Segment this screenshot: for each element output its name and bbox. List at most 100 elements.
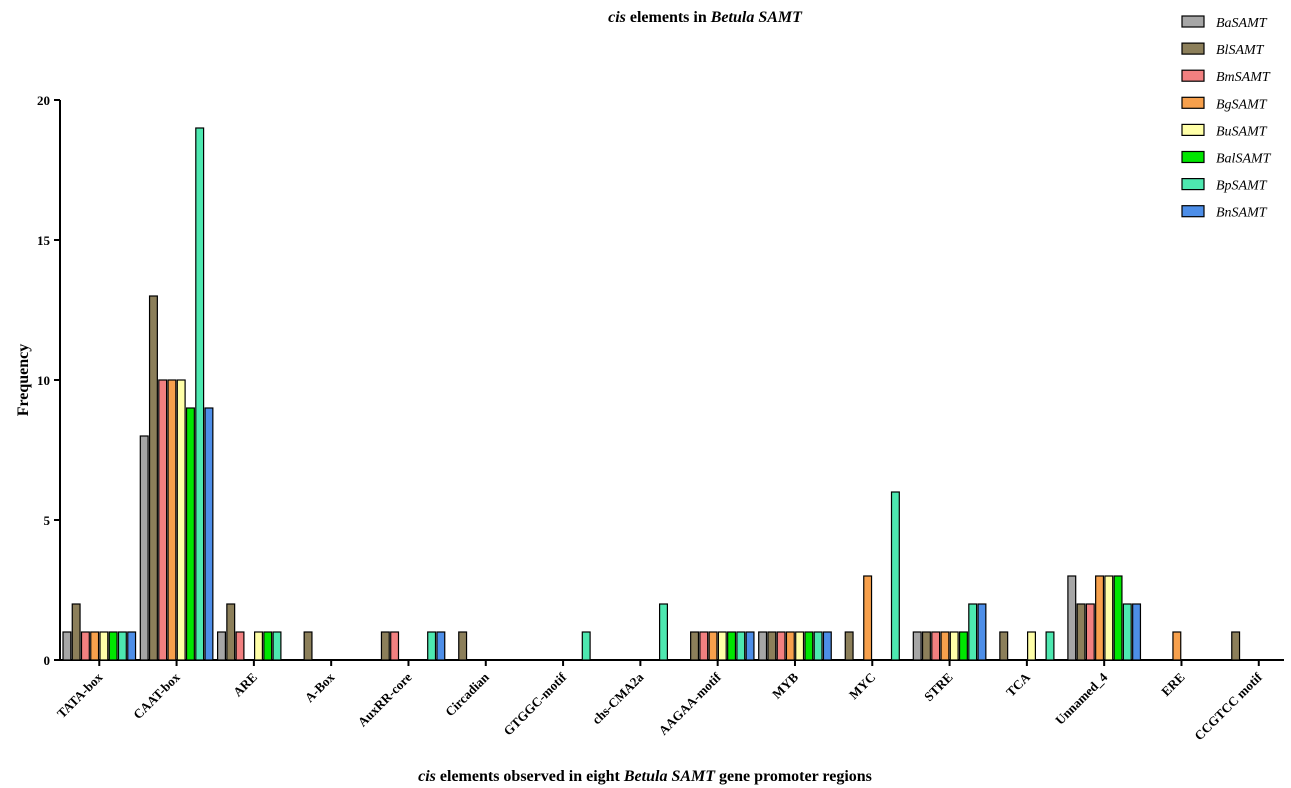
bar-BuSAMT-TCA [1026,631,1036,661]
x-axis-label-text1: elements observed in eight [436,768,624,785]
bar-BlSAMT-Unnamed_4 [1076,603,1086,661]
bar-BpSAMT-chs-CMA2a [658,603,668,661]
bar-BpSAMT-CAAT-box [195,127,205,661]
bar-BaSAMT-ARE [217,631,227,661]
bar-BlSAMT-TCA [999,631,1009,661]
x-axis-label-italic2: Betula SAMT [623,768,716,785]
y-axis-label: Frequency [15,344,32,417]
y-tick-label: 5 [44,513,51,528]
bar-BuSAMT-Unnamed_4 [1104,575,1114,661]
x-tick-label: MYB [769,669,801,701]
x-tick-label: Unnamed_4 [1052,669,1110,727]
bar-BalSAMT-AAGAA-motif [727,631,737,661]
y-tick-label: 15 [37,233,51,248]
legend-label: BalSAMT [1216,152,1272,167]
x-tick-label: MYC [846,670,879,703]
bar-BlSAMT-ARE [226,603,236,661]
bar-BuSAMT-TATA-box [99,631,109,661]
chart-title-bold-italic: Betula SAMT [710,9,803,26]
chart-title-italic: cis [608,9,626,26]
bar-BalSAMT-ARE [263,631,273,661]
bar-BgSAMT-AAGAA-motif [708,631,718,661]
bar-BlSAMT-CCGTCC motif [1231,631,1241,661]
bar-BaSAMT-STRE [912,631,922,661]
x-axis-label-italic1: cis [418,768,436,785]
bar-BalSAMT-Unnamed_4 [1113,575,1123,661]
x-tick-label: CCGTCC motif [1191,669,1265,743]
bar-BpSAMT-TCA [1045,631,1055,661]
bar-BlSAMT-AuxRR-core [380,631,390,661]
x-tick-label: AAGAA-motif [655,669,724,738]
x-tick-label: Circadian [442,669,492,719]
y-tick-label: 20 [37,93,50,108]
legend-swatch [1181,42,1205,55]
legend-label: BpSAMT [1216,179,1268,194]
bar-BpSAMT-MYB [813,631,823,661]
bar-BlSAMT-A-Box [303,631,313,661]
legend: BaSAMT BlSAMT BmSAMT BgSAMT BuSAMT BalSAMT BpS… [1181,15,1272,221]
bar-BuSAMT-ARE [254,631,264,661]
x-axis-label-text2: gene promoter regions [715,768,872,785]
x-tick-label: A-Box [302,669,338,705]
legend-swatch [1181,150,1205,164]
legend-label: BgSAMT [1216,97,1268,112]
bar-BpSAMT-TATA-box [117,631,127,661]
bar-BmSAMT-Unnamed_4 [1085,603,1095,661]
bar-BmSAMT-AAGAA-motif [699,631,709,661]
x-tick-label: AuxRR-core [355,669,415,729]
bar-BaSAMT-Unnamed_4 [1067,575,1077,661]
bar-BpSAMT-GTGGC-motif [581,631,591,661]
bar-BmSAMT-ARE [235,631,245,661]
bar-BgSAMT-MYB [785,631,795,661]
bar-BalSAMT-CAAT-box [185,407,195,661]
bar-BmSAMT-TATA-box [80,631,90,661]
bar-BgSAMT-ERE [1172,631,1182,661]
bar-BmSAMT-AuxRR-core [390,631,400,661]
bar-BgSAMT-MYC [863,575,873,661]
legend-swatch [1181,178,1205,191]
x-tick-label: STRE [921,670,956,705]
bar-BlSAMT-MYC [844,631,854,661]
bar-BgSAMT-Unnamed_4 [1095,575,1105,661]
bar-BnSAMT-STRE [977,603,987,661]
bar-BnSAMT-AuxRR-core [436,631,446,661]
bar-BalSAMT-MYB [804,631,814,661]
bar-BaSAMT-MYB [758,631,768,661]
bar-BmSAMT-MYB [776,631,786,661]
bar-BlSAMT-STRE [921,631,931,661]
x-tick-label: TCA [1003,669,1033,699]
bar-BalSAMT-TATA-box [108,631,118,661]
x-tick-label: ERE [1158,670,1188,700]
bar-BmSAMT-STRE [931,631,941,661]
legend-swatch [1181,123,1205,137]
legend-label: BaSAMT [1216,16,1268,31]
x-tick-label: GTGGC-motif [500,669,569,738]
bar-BlSAMT-AAGAA-motif [690,631,700,661]
bar-BlSAMT-TATA-box [71,603,81,661]
legend-swatch [1181,205,1205,218]
legend-label: BnSAMT [1216,206,1268,221]
plot-area: 0 5 10 15 20 TATA-box CAAT-box ARE A-Box AuxRR-co… [37,93,1284,743]
legend-label: BuSAMT [1216,124,1268,139]
bar-BuSAMT-MYB [795,631,805,661]
bar-BgSAMT-CAAT-box [167,379,177,661]
bar-BuSAMT-AAGAA-motif [717,631,727,661]
bar-BpSAMT-AuxRR-core [427,631,437,661]
bar-BaSAMT-TATA-box [62,631,72,661]
bar-BalSAMT-STRE [958,631,968,661]
bar-BgSAMT-TATA-box [90,631,100,661]
bar-BnSAMT-Unnamed_4 [1132,603,1142,661]
bar-BpSAMT-Unnamed_4 [1122,603,1132,661]
x-tick-label: TATA-box [54,669,106,721]
legend-swatch [1181,96,1205,109]
legend-swatch [1181,69,1205,82]
x-axis-label: cis elements observed in eight Betula SA… [418,768,872,785]
bar-BpSAMT-ARE [272,631,282,661]
x-tick-label: CAAT-box [130,669,183,722]
legend-label: BmSAMT [1216,70,1271,85]
chart-title-plain: elements in [626,9,711,26]
chart-title: cis elements in Betula SAMT [608,9,803,26]
x-tick-label: chs-CMA2a [589,669,647,727]
bar-BlSAMT-MYB [767,631,777,661]
